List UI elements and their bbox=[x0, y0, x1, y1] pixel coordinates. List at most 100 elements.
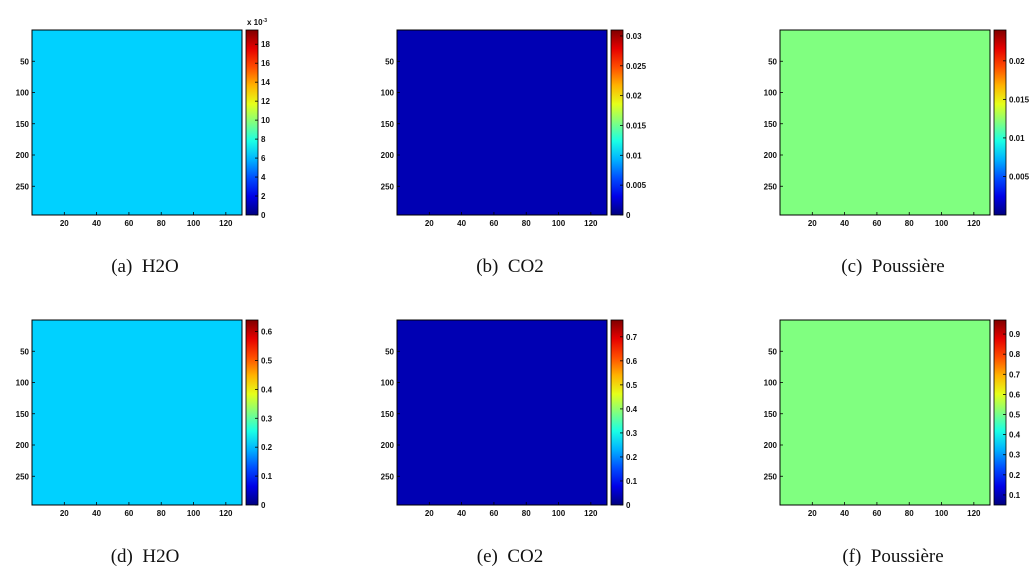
y-tick-label: 100 bbox=[16, 379, 30, 388]
colorbar bbox=[610, 319, 624, 506]
heatmap-image bbox=[397, 320, 607, 505]
colorbar-tick-label: 14 bbox=[261, 78, 270, 87]
caption-label: (a) bbox=[111, 256, 133, 277]
panel-caption: (d) H2O bbox=[10, 546, 280, 568]
colorbar-tick-label: 0.5 bbox=[1009, 411, 1021, 420]
x-tick-label: 20 bbox=[808, 509, 817, 518]
caption-name: CO2 bbox=[507, 546, 544, 567]
x-tick-label: 60 bbox=[489, 509, 498, 518]
y-tick-label: 50 bbox=[20, 57, 29, 66]
caption-label: (e) bbox=[476, 546, 498, 567]
panel-caption: (e) CO2 bbox=[375, 546, 645, 568]
x-tick-label: 80 bbox=[905, 219, 914, 228]
caption-name: H2O bbox=[141, 256, 179, 277]
caption-name: CO2 bbox=[507, 256, 544, 277]
y-tick-label: 150 bbox=[381, 120, 395, 129]
panel-b: 20 40 60 80 100 120 50 100 150 200 250 0 0.005 0.01 0.… bbox=[375, 8, 675, 288]
caption-label: (f) bbox=[842, 546, 862, 567]
panel-caption: (a) H2O bbox=[10, 256, 280, 278]
colorbar-tick-label: 0.6 bbox=[1009, 390, 1021, 399]
colorbar-tick-label: 0.02 bbox=[626, 92, 642, 101]
colorbar-tick-label: 0.3 bbox=[261, 414, 273, 423]
y-tick-label: 200 bbox=[381, 151, 395, 160]
colorbar-tick-label: 0.015 bbox=[626, 121, 647, 130]
x-tick-label: 100 bbox=[552, 219, 566, 228]
x-tick-label: 100 bbox=[935, 219, 949, 228]
colorbar-tick-label: 0.005 bbox=[626, 181, 647, 190]
heatmap-chart: 20 40 60 80 100 120 50 100 150 200 250 0 0.1 0.2 0.3 0.… bbox=[16, 319, 273, 518]
caption-label: (b) bbox=[476, 256, 499, 277]
colorbar-tick-label: 0 bbox=[261, 501, 266, 510]
x-tick-label: 80 bbox=[905, 509, 914, 518]
x-tick-label: 20 bbox=[425, 219, 434, 228]
x-tick-label: 120 bbox=[584, 219, 598, 228]
colorbar-tick-label: 0 bbox=[626, 501, 631, 510]
colorbar-tick-label: 6 bbox=[261, 154, 266, 163]
y-tick-label: 50 bbox=[20, 347, 29, 356]
plot-frame bbox=[396, 319, 608, 506]
colorbar-tick-label: 0.6 bbox=[626, 357, 638, 366]
colorbar bbox=[245, 29, 259, 216]
x-tick-label: 40 bbox=[457, 219, 466, 228]
colorbar-tick-label: 8 bbox=[261, 135, 266, 144]
y-tick-label: 100 bbox=[381, 89, 395, 98]
y-tick-label: 150 bbox=[764, 410, 778, 419]
colorbar-tick-label: 16 bbox=[261, 59, 270, 68]
plot-frame bbox=[31, 319, 243, 506]
x-tick-label: 40 bbox=[840, 509, 849, 518]
y-tick-label: 250 bbox=[16, 472, 30, 481]
y-tick-label: 250 bbox=[764, 182, 778, 191]
colorbar-tick-label: 0 bbox=[626, 211, 631, 220]
x-tick-label: 20 bbox=[60, 219, 69, 228]
panel-caption: (f) Poussière bbox=[758, 546, 1028, 568]
colorbar-tick-label: 0.2 bbox=[626, 453, 638, 462]
x-tick-label: 60 bbox=[872, 509, 881, 518]
colorbar-tick-label: 0.8 bbox=[1009, 350, 1021, 359]
panel-caption: (c) Poussière bbox=[758, 256, 1028, 278]
colorbar-tick-label: 0.5 bbox=[261, 356, 273, 365]
colorbar-tick-label: 4 bbox=[261, 173, 266, 182]
y-tick-label: 100 bbox=[764, 379, 778, 388]
x-tick-label: 20 bbox=[808, 219, 817, 228]
x-tick-label: 120 bbox=[219, 509, 233, 518]
y-tick-label: 50 bbox=[768, 57, 777, 66]
caption-label: (c) bbox=[841, 256, 863, 277]
panel-caption: (b) CO2 bbox=[375, 256, 645, 278]
colorbar-tick-label: 0.6 bbox=[261, 328, 273, 337]
colorbar-tick-label: 0.7 bbox=[1009, 370, 1021, 379]
x-tick-label: 120 bbox=[967, 219, 981, 228]
colorbar-tick-label: 0.9 bbox=[1009, 330, 1021, 339]
colorbar-tick-label: 0.2 bbox=[261, 443, 273, 452]
panel-d: 20 40 60 80 100 120 50 100 150 200 250 0 0.1 0.2 0.3 0.… bbox=[10, 298, 310, 578]
heatmap-image bbox=[32, 30, 242, 215]
colorbar-tick-label: 0.1 bbox=[626, 477, 638, 486]
colorbar bbox=[245, 319, 259, 506]
colorbar-tick-label: 0.025 bbox=[626, 62, 647, 71]
x-tick-label: 60 bbox=[124, 219, 133, 228]
x-tick-label: 120 bbox=[967, 509, 981, 518]
caption-name: Poussière bbox=[871, 256, 945, 277]
y-tick-label: 150 bbox=[381, 410, 395, 419]
caption-name: H2O bbox=[142, 546, 180, 567]
y-tick-label: 250 bbox=[381, 182, 395, 191]
colorbar-tick-label: 0.7 bbox=[626, 333, 638, 342]
colorbar-tick-label: 0.1 bbox=[1009, 491, 1021, 500]
heatmap-image bbox=[780, 320, 990, 505]
y-tick-label: 150 bbox=[16, 410, 30, 419]
y-tick-label: 100 bbox=[381, 379, 395, 388]
colorbar-tick-label: 0.005 bbox=[1009, 172, 1030, 181]
colorbar-tick-label: 0.4 bbox=[261, 385, 273, 394]
colorbar-tick-label: 0.015 bbox=[1009, 95, 1030, 104]
heatmap-chart: 20 40 60 80 100 120 50 100 150 200 250 0 0.005 0.01 0.… bbox=[381, 29, 647, 228]
y-tick-label: 50 bbox=[768, 347, 777, 356]
colorbar-tick-label: 10 bbox=[261, 116, 270, 125]
colorbar-tick-label: 0.2 bbox=[1009, 471, 1021, 480]
plot-frame bbox=[779, 319, 991, 506]
colorbar-tick-label: 0.4 bbox=[1009, 431, 1021, 440]
y-tick-label: 100 bbox=[764, 89, 778, 98]
y-tick-label: 200 bbox=[381, 441, 395, 450]
heatmap-chart: 20 40 60 80 100 120 50 100 150 200 250 0.005 0.01 0.0… bbox=[764, 29, 1030, 228]
heatmap-image bbox=[780, 30, 990, 215]
heatmap-chart: 20 40 60 80 100 120 50 100 150 200 250 0 0.1 0.2 0.3 0.… bbox=[381, 319, 638, 518]
y-tick-label: 200 bbox=[764, 151, 778, 160]
